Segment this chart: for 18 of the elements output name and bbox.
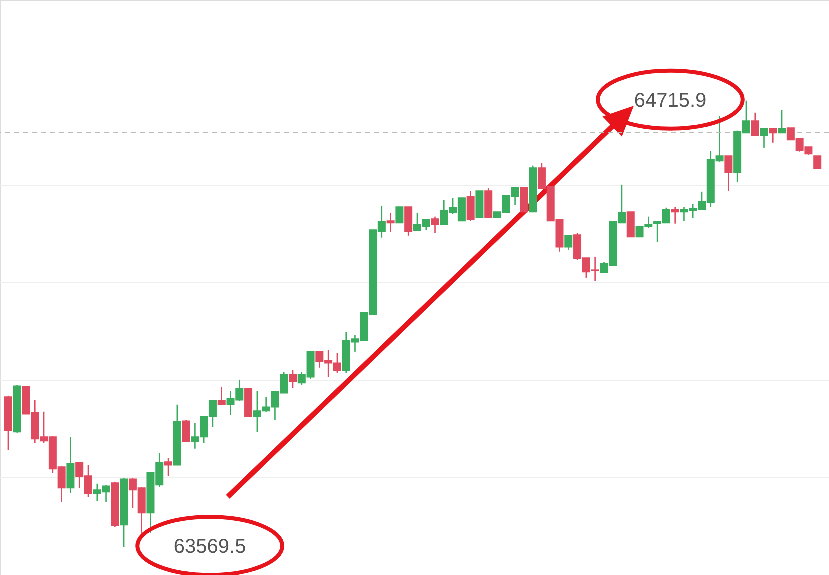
candlestick [751, 112, 760, 137]
annotation: 64715.9 [634, 90, 707, 112]
candlestick [396, 206, 404, 224]
candlestick [182, 419, 190, 443]
candlestick [466, 190, 475, 222]
candlestick [769, 128, 778, 144]
candlestick [564, 235, 573, 251]
annotation: 63569.5 [174, 536, 246, 558]
candlestick [778, 110, 786, 134]
candlestick [386, 212, 395, 233]
candlestick [431, 216, 440, 234]
candlestick [671, 206, 680, 224]
candlestick [724, 155, 733, 192]
candlestick [164, 458, 173, 477]
candlestick [814, 156, 822, 170]
candlestick [288, 370, 297, 389]
candlestick [218, 386, 226, 406]
candlestick [760, 128, 768, 149]
